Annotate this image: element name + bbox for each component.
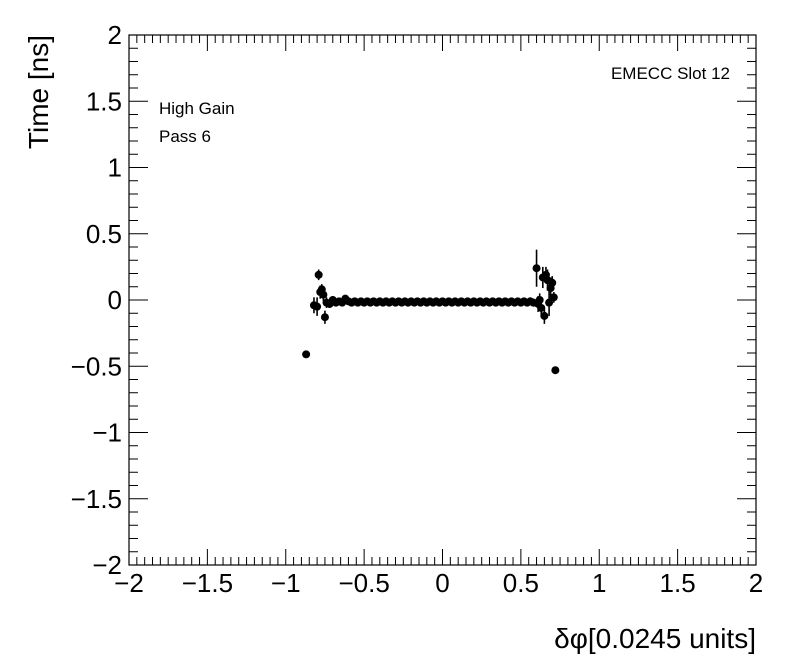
x-tick-label: 1.5 <box>660 568 696 598</box>
data-points <box>302 249 560 375</box>
y-axis-title: Time [ns] <box>23 35 54 149</box>
y-tick-label: −1 <box>92 418 122 448</box>
data-point <box>532 264 541 273</box>
y-tick-label: 1 <box>108 153 122 183</box>
y-tick-label: −2 <box>92 550 122 580</box>
x-tick-label: 0.5 <box>503 568 539 598</box>
x-axis-title: δφ[0.0245 units] <box>554 623 756 654</box>
annotation-pass: Pass 6 <box>159 127 211 146</box>
x-tick-label: 0 <box>435 568 449 598</box>
x-tick-labels: −2 −1.5 −1 −0.5 0 0.5 1 1.5 2 <box>114 568 763 598</box>
data-point <box>548 278 557 287</box>
annotation-high-gain: High Gain <box>159 99 235 118</box>
data-point <box>537 303 546 312</box>
data-point <box>549 293 558 302</box>
y-tick-label: −0.5 <box>71 351 122 381</box>
data-point <box>551 366 560 375</box>
data-point <box>545 298 554 307</box>
data-point <box>535 296 544 304</box>
x-tick-label: 2 <box>749 568 763 598</box>
data-point <box>540 311 549 320</box>
data-point <box>319 290 328 299</box>
y-tick-label: 1.5 <box>86 86 122 116</box>
annotation-slot: EMECC Slot 12 <box>611 64 730 83</box>
plot-frame <box>128 34 757 566</box>
data-point <box>314 270 323 279</box>
data-point <box>302 350 311 359</box>
y-tick-label: 2 <box>108 20 122 50</box>
x-tick-label: −1 <box>271 568 301 598</box>
y-tick-label: −1.5 <box>71 484 122 514</box>
x-tick-label: −2 <box>114 568 144 598</box>
x-tick-label: 1 <box>592 568 606 598</box>
data-point <box>320 313 329 322</box>
y-tick-labels: −2 −1.5 −1 −0.5 0 0.5 1 1.5 2 <box>71 20 122 580</box>
data-point <box>313 302 322 311</box>
x-tick-label: −1.5 <box>182 568 233 598</box>
y-tick-label: 0 <box>108 285 122 315</box>
x-tick-label: −0.5 <box>338 568 389 598</box>
y-tick-label: 0.5 <box>86 219 122 249</box>
